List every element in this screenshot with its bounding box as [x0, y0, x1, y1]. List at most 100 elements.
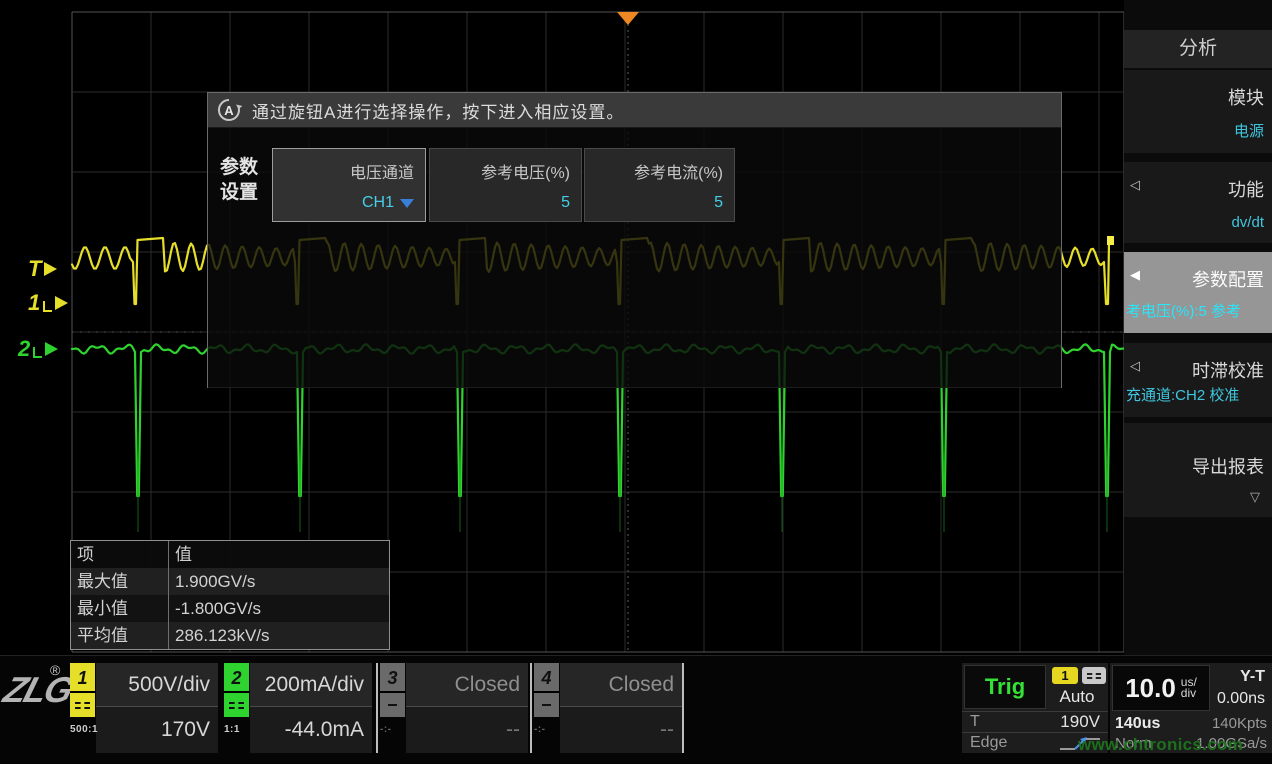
ch2-position-marker[interactable]: 2 [18, 336, 59, 361]
ch2-offset: -44.0mA [250, 707, 372, 753]
chevron-down-icon: ▽ [1250, 490, 1260, 505]
arrow-right-icon [45, 342, 59, 356]
trig-label: Trig [964, 665, 1046, 709]
ref-voltage-button[interactable]: 参考电压(%) 5 [429, 148, 582, 222]
capture-window: 140us [1115, 715, 1161, 732]
dc-coupling-icon [70, 693, 95, 717]
min-label: 最小值 [77, 599, 128, 618]
waveform-display: T 1 2 A 通过旋钮A进行选择操作，按下进入相应设置。 [18, 11, 1124, 653]
ref-current-label: 参考电流(%) [634, 165, 723, 182]
ch2-badge: 2 [224, 663, 249, 693]
param-settings-label: 参数 设置 [220, 157, 259, 203]
channel2-status[interactable]: 200mA/div -44.0mA 2 1:1 [222, 663, 372, 753]
avg-label: 平均值 [77, 626, 128, 645]
col-value-header: 值 [168, 541, 389, 568]
off-coupling-icon [380, 693, 405, 717]
arrow-right-icon [55, 296, 69, 310]
ref-voltage-value: 5 [561, 194, 570, 211]
menu-item-deskew[interactable]: ◁ 时滞校准 充通道:CH2 校准 [1124, 343, 1272, 417]
sample-rate: 1.00GSa/s [1196, 735, 1267, 752]
ground-icon [33, 346, 43, 358]
ch1-offset: 170V [96, 707, 218, 753]
voltage-channel-button[interactable]: 电压通道 CH1 [272, 148, 426, 222]
trigger-level-key: T [970, 713, 980, 730]
chevron-left-icon: ◁ [1130, 359, 1140, 374]
voltage-channel-value: CH1 [361, 194, 394, 211]
chevron-left-filled-icon: ◀ [1130, 268, 1140, 283]
chevron-left-icon: ◁ [1130, 178, 1140, 193]
registered-mark: ® [50, 662, 61, 678]
table-row: 最小值 -1.800GV/s [71, 595, 389, 622]
menu-title: 分析 [1124, 30, 1272, 68]
ch2-scale: 200mA/div [250, 663, 372, 707]
timebase-unit: us/ [1180, 675, 1197, 689]
memory-depth: 140Kpts [1211, 715, 1267, 732]
ch1-scale: 500V/div [96, 663, 218, 707]
menu-item-export-report[interactable]: 导出报表 ▽ [1124, 423, 1272, 517]
ref-voltage-label: 参考电压(%) [481, 165, 570, 182]
ch1-badge: 1 [70, 663, 95, 693]
ch4-probe-ratio: -:- [534, 724, 546, 735]
ref-current-button[interactable]: 参考电流(%) 5 [584, 148, 735, 222]
analysis-menu: 分析 模块 电源 ◁ 功能 dv/dt ◀ 参数配置 考电压(%):5 参考 ◁… [1124, 0, 1272, 655]
ch1-position-marker[interactable]: 1 [28, 290, 69, 315]
trigger-level-value: 190V [1060, 712, 1100, 731]
menu-item-function[interactable]: ◁ 功能 dv/dt [1124, 162, 1272, 243]
acquisition-mode: Norm [1115, 735, 1152, 752]
zlg-logo: ZLG [0, 669, 78, 710]
ch1-probe-ratio: 500:1 [70, 724, 99, 735]
trigger-position-marker[interactable] [617, 12, 639, 25]
measurement-table: 项 值 最大值 1.900GV/s 最小值 -1.800GV/s 平均值 286… [70, 540, 390, 650]
dialog-header: A 通过旋钮A进行选择操作，按下进入相应设置。 [208, 93, 1061, 128]
menu-item-module[interactable]: 模块 电源 [1124, 70, 1272, 153]
trigger-level-label: T [28, 256, 42, 281]
ch3-offset: -- [406, 707, 528, 753]
voltage-channel-label: 电压通道 [349, 165, 414, 182]
table-row: 最大值 1.900GV/s [71, 568, 389, 595]
ch1-marker-label: 1 [28, 290, 41, 315]
dialog-hint-text: 通过旋钮A进行选择操作，按下进入相应设置。 [252, 102, 625, 122]
ground-icon [43, 300, 53, 312]
off-coupling-icon [534, 693, 559, 717]
ch2-probe-ratio: 1:1 [224, 724, 240, 735]
table-row: 平均值 286.123kV/s [71, 622, 389, 649]
timebase-status[interactable]: 10.0 us/ div Y-T 0.00ns 140us 140Kpts No… [1110, 663, 1272, 753]
status-bar: ZLG ® 500V/div 170V 1 500:1 200mA/div -4… [0, 655, 1272, 764]
min-value: -1.800GV/s [168, 595, 389, 622]
knob-a-icon: A [217, 98, 242, 121]
ref-current-value: 5 [714, 194, 723, 211]
dialog-body: 参数 设置 电压通道 CH1 参考电压(%) 5 参考电流(%) 5 [208, 128, 1061, 388]
trigger-coupling-icon [1082, 667, 1106, 684]
ch2-marker-label: 2 [18, 336, 31, 361]
ch4-state: Closed [560, 663, 682, 707]
max-label: 最大值 [77, 572, 128, 591]
trigger-source-badge: 1 [1052, 667, 1078, 684]
channel3-status[interactable]: Closed -- 3 -:- [376, 663, 528, 753]
trigger-mode: Auto [1059, 687, 1095, 706]
ch3-probe-ratio: -:- [380, 724, 392, 735]
timebase-scale: 10.0 [1125, 672, 1176, 703]
dc-coupling-icon [224, 693, 249, 717]
watermark: www.chtronics.com [1078, 735, 1244, 754]
rising-edge-icon [1060, 737, 1100, 750]
parameter-dialog: A 通过旋钮A进行选择操作，按下进入相应设置。 参数 设置 电压通道 CH1 [207, 92, 1062, 388]
table-header-row: 项 值 [71, 541, 389, 568]
knob-letter: A [224, 103, 234, 118]
max-value: 1.900GV/s [168, 568, 389, 595]
chevron-down-icon [400, 198, 414, 208]
trigger-type: Edge [970, 734, 1008, 751]
trigger-level-marker[interactable]: T [28, 256, 58, 281]
ch3-state: Closed [406, 663, 528, 707]
display-mode: Y-T [1240, 668, 1265, 685]
avg-value: 286.123kV/s [168, 622, 389, 649]
ch4-offset: -- [560, 707, 682, 753]
channel4-status[interactable]: Closed -- 4 -:- [530, 663, 684, 753]
menu-item-param-config[interactable]: ◀ 参数配置 考电压(%):5 参考 [1124, 252, 1272, 333]
trigger-status[interactable]: Trig 1 Auto T 190V Edge [962, 663, 1108, 753]
ch4-badge: 4 [534, 663, 559, 693]
ch3-badge: 3 [380, 663, 405, 693]
channel1-status[interactable]: 500V/div 170V 1 500:1 [68, 663, 218, 753]
arrow-right-icon [44, 262, 58, 276]
trigger-delay: 0.00ns [1216, 690, 1265, 707]
